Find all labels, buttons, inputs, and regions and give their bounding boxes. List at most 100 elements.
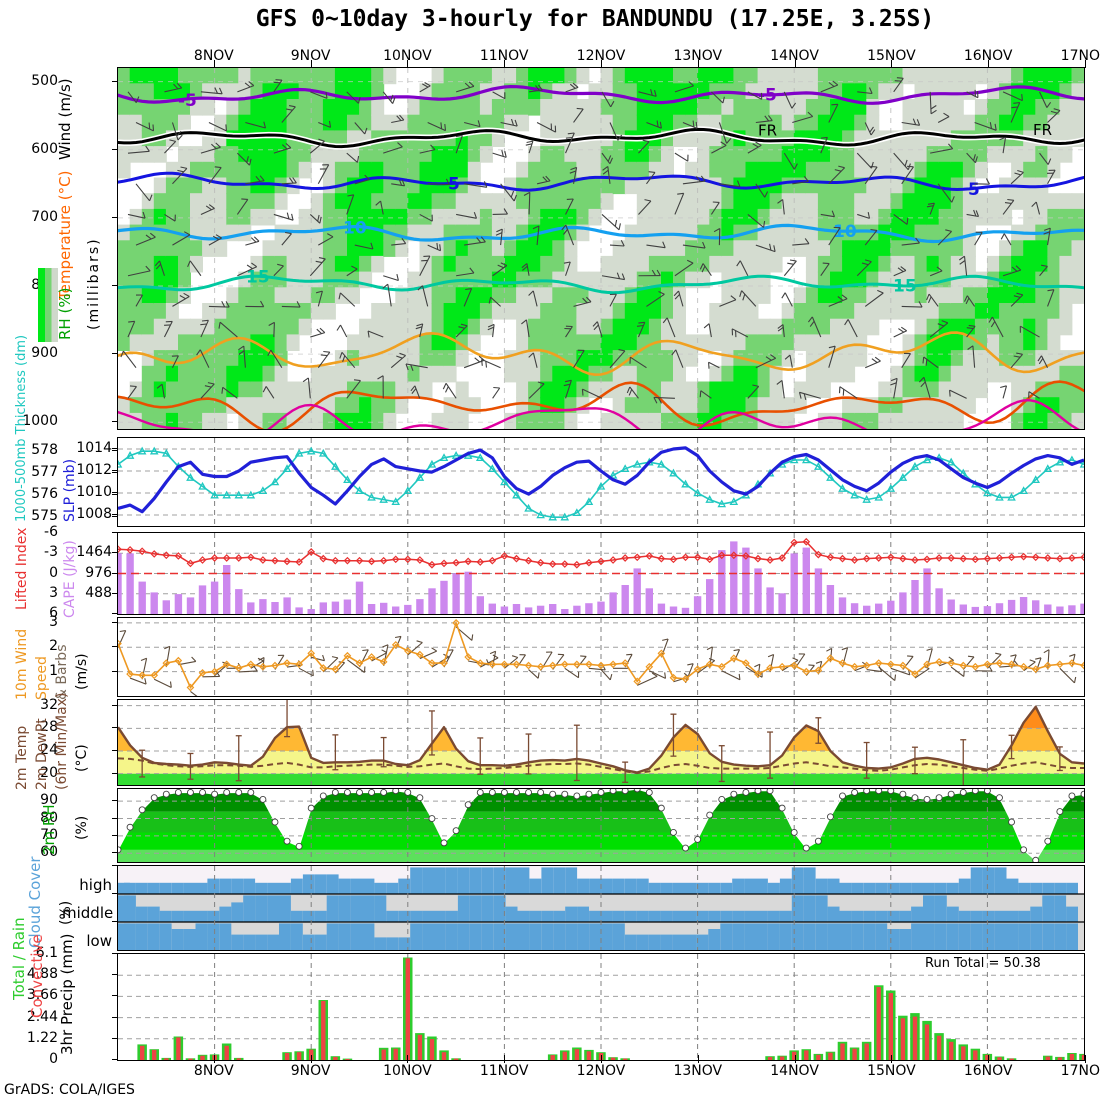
axis-tick-label: 28 bbox=[40, 719, 58, 736]
wind10m-axis-label-a: 10m Wind bbox=[14, 628, 30, 700]
axis-tick-label: 976 bbox=[85, 564, 112, 581]
svg-text:10: 10 bbox=[343, 218, 367, 238]
rh2m-axis-label: 2m RH bbox=[40, 804, 58, 855]
svg-text:10: 10 bbox=[833, 222, 857, 242]
svg-text:15: 15 bbox=[893, 276, 917, 296]
precip-panel bbox=[117, 953, 1085, 1061]
precip-legend-total: Total / Rain bbox=[10, 917, 28, 1000]
precip-legend-convective: Convective bbox=[28, 934, 46, 1018]
axis-tick-mark bbox=[112, 646, 118, 648]
wind10m-axis-label-b: Speed bbox=[34, 656, 50, 700]
axis-tick-mark bbox=[112, 592, 118, 594]
date-tick-label: 14NOV bbox=[770, 1063, 819, 1079]
svg-text:FR: FR bbox=[758, 121, 777, 139]
date-tick-label: 11NOV bbox=[479, 48, 529, 64]
axis-tick-mark bbox=[112, 284, 118, 286]
cloud-row-label-low: low bbox=[86, 932, 112, 950]
cloud-row-label-high: high bbox=[79, 876, 112, 894]
minmax-label: (6hr Min/Max) bbox=[54, 692, 70, 790]
axis-tick-label: 1 bbox=[49, 662, 58, 679]
date-tick-mark bbox=[504, 60, 506, 68]
date-tick-label: 16NOV bbox=[963, 48, 1013, 64]
date-tick-label: 13NOV bbox=[673, 48, 723, 64]
axis-tick-label: 1012 bbox=[76, 462, 112, 478]
axis-tick-mark bbox=[112, 800, 118, 802]
date-tick-mark bbox=[988, 1055, 990, 1063]
date-tick-mark bbox=[310, 60, 312, 68]
axis-tick-mark bbox=[112, 727, 118, 729]
temp2m-label: 2m Temp bbox=[14, 725, 30, 790]
date-tick-label: 9NOV bbox=[290, 48, 331, 64]
top-date-axis: 8NOV 9NOV 10NOV 11NOV 12NOV 13NOV 14NOV 15NOV 16… bbox=[0, 0, 1100, 68]
axis-tick-label: -3 bbox=[44, 544, 58, 561]
axis-tick-mark bbox=[112, 817, 118, 819]
cloud-cover-unit-label: (%) bbox=[58, 900, 74, 925]
temp2m-unit-label: (°C) bbox=[74, 744, 90, 772]
cloud-row-label-middle: middle bbox=[62, 904, 114, 922]
upper-air-panel: -5 -5 FR FR 5 5 10 10 15 15 bbox=[117, 67, 1085, 430]
date-tick-label: 11NOV bbox=[479, 1063, 529, 1079]
axis-tick-label: 60 bbox=[40, 844, 58, 861]
axis-tick-label: 577 bbox=[31, 464, 58, 481]
axis-tick-label: 6.1 bbox=[35, 945, 58, 961]
axis-tick-label: 32 bbox=[40, 696, 58, 713]
svg-text:15: 15 bbox=[246, 268, 270, 288]
axis-tick-mark bbox=[112, 1037, 118, 1039]
svg-text:FR: FR bbox=[1033, 121, 1052, 139]
axis-tick-label: 578 bbox=[31, 442, 58, 459]
axis-tick-mark bbox=[112, 148, 118, 150]
axis-tick-mark bbox=[112, 516, 118, 518]
axis-tick-mark bbox=[112, 450, 118, 452]
slp-axis-label: SLP (mb) bbox=[62, 458, 78, 522]
axis-tick-label: 90 bbox=[40, 792, 58, 809]
axis-tick-label: 2 bbox=[49, 638, 58, 655]
date-tick-label: 8NOV bbox=[193, 48, 234, 64]
date-tick-mark bbox=[697, 1055, 699, 1063]
lifted-index-cape-panel bbox=[117, 532, 1085, 615]
date-tick-mark bbox=[213, 60, 215, 68]
run-total-label: Run Total = 50.38 bbox=[925, 956, 1041, 971]
axis-tick-label: 6 bbox=[49, 605, 58, 621]
date-tick-label: 13NOV bbox=[673, 1063, 723, 1079]
axis-tick-mark bbox=[112, 470, 118, 471]
precip-axis-label: 3hr Precip (mm) bbox=[58, 933, 76, 1055]
cloud-row-tick bbox=[112, 893, 118, 894]
axis-tick-mark bbox=[112, 670, 118, 672]
axis-tick-label: 0 bbox=[49, 1051, 58, 1067]
page-title: GFS 0~10day 3-hourly for BANDUNDU (17.25… bbox=[255, 6, 935, 32]
axis-tick-label: 20 bbox=[40, 764, 58, 781]
axis-tick-label: 600 bbox=[31, 140, 58, 157]
svg-text:-5: -5 bbox=[178, 91, 197, 111]
date-tick-mark bbox=[794, 60, 796, 68]
date-tick-label: 12NOV bbox=[576, 1063, 626, 1079]
date-tick-mark bbox=[504, 1055, 506, 1063]
axis-tick-label: 1008 bbox=[76, 506, 112, 522]
rh2m-unit-label: (%) bbox=[74, 815, 90, 840]
date-tick-label: 17NOV bbox=[1060, 48, 1100, 64]
date-tick-label: 17NOV bbox=[1060, 1063, 1100, 1079]
dewpt2m-label: 2m DewPt bbox=[34, 718, 50, 790]
svg-text:-5: -5 bbox=[758, 86, 777, 106]
axis-tick-label: 1000 bbox=[22, 413, 58, 430]
axis-tick-mark bbox=[112, 572, 118, 574]
axis-tick-label: 700 bbox=[31, 208, 58, 225]
date-tick-label: 10NOV bbox=[383, 48, 432, 64]
legend-rh-swatch bbox=[38, 268, 58, 342]
date-tick-mark bbox=[1085, 60, 1086, 68]
axis-tick-label: 4.88 bbox=[26, 966, 58, 983]
axis-tick-mark bbox=[112, 552, 118, 554]
axis-tick-mark bbox=[112, 974, 118, 976]
date-tick-mark bbox=[407, 60, 409, 68]
axis-tick-label: 24 bbox=[40, 742, 58, 758]
cloud-cover-panel bbox=[117, 865, 1085, 951]
cloud-row-tick bbox=[112, 921, 118, 922]
axis-tick-label: 575 bbox=[31, 508, 58, 525]
axis-tick-mark bbox=[112, 514, 118, 515]
axis-tick-label: 1.22 bbox=[26, 1029, 58, 1046]
footer-credit: GrADS: COLA/IGES bbox=[4, 1082, 135, 1098]
date-tick-mark bbox=[891, 60, 893, 68]
date-tick-label: 10NOV bbox=[383, 1063, 432, 1079]
legend-rh-label: RH (%) bbox=[56, 287, 74, 340]
date-tick-label: 9NOV bbox=[290, 1063, 331, 1079]
date-tick-mark bbox=[407, 1055, 409, 1063]
